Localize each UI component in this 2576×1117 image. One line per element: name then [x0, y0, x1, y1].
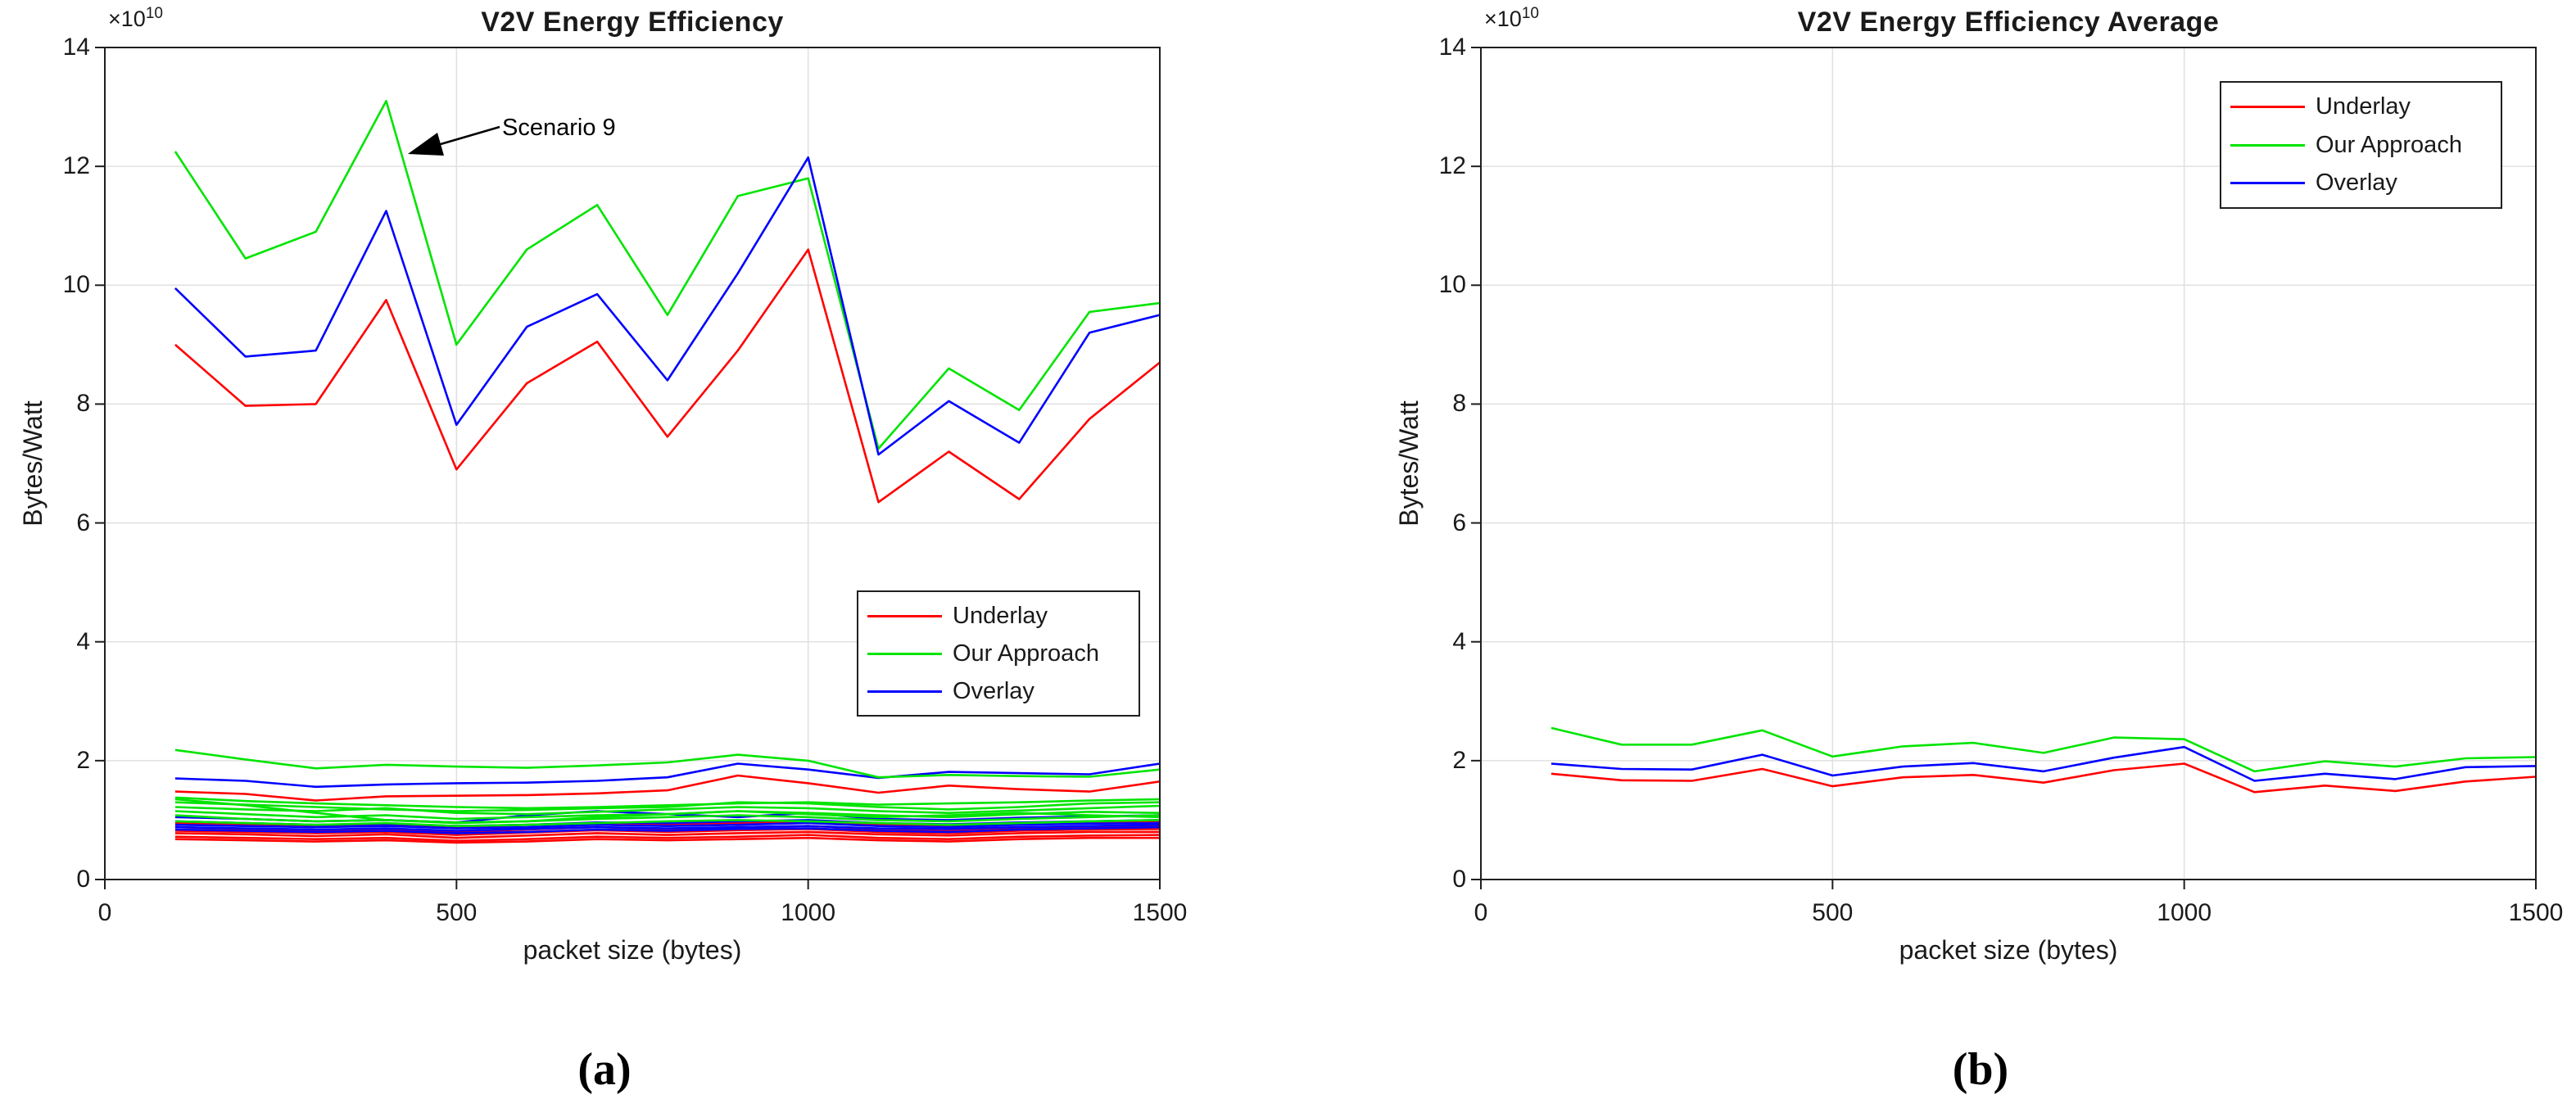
series-line [1551, 726, 2537, 773]
y-tick-label: 8 [76, 390, 90, 418]
our-approach-line-swatch [867, 652, 942, 655]
left-plot-area: Scenario 9 0 500 1000 1500 0 2 4 6 8 10 12 14 [63, 34, 1188, 926]
series-line [174, 819, 1161, 828]
scenario9-annotation-label: Scenario 9 [502, 115, 616, 141]
annotation-arrow-line [440, 125, 500, 146]
left-chart-title: V2V Energy Efficiency [481, 7, 784, 38]
y-tick-label: 2 [76, 746, 90, 774]
left-x-axis-label: packet size (bytes) [523, 935, 742, 965]
legend-row-our-approach: Our Approach [2221, 126, 2501, 164]
x-tick-label: 500 [436, 899, 478, 926]
series-line [1551, 745, 2537, 782]
series-line [174, 827, 1161, 836]
underlay-line-swatch [2230, 106, 2305, 108]
right-chart-title: V2V Energy Efficiency Average [1797, 7, 2220, 38]
series-line [174, 821, 1161, 830]
left-chart-canvas [95, 47, 1161, 889]
right-x-axis-label: packet size (bytes) [1899, 935, 2118, 965]
x-tick-label: 0 [97, 899, 112, 926]
series-line [174, 834, 1161, 843]
series-line [174, 156, 1161, 456]
y-tick-label: 12 [1438, 152, 1466, 180]
y-tick-label: 0 [1452, 866, 1466, 893]
caption-a: (a) [577, 1044, 632, 1095]
right-y-multiplier: ×1010 [1484, 5, 1539, 31]
series-line [174, 823, 1161, 832]
series-line [174, 796, 1161, 810]
left-legend: Underlay Our Approach Overlay [857, 590, 1140, 717]
legend-label-our-approach: Our Approach [2316, 131, 2462, 158]
underlay-line-swatch [867, 614, 942, 617]
x-tick-label: 1000 [2157, 899, 2212, 926]
y-tick-label: 4 [76, 627, 90, 655]
series-line [174, 774, 1161, 802]
y-tick-label: 6 [76, 509, 90, 536]
legend-row-our-approach: Our Approach [858, 635, 1139, 672]
y-tick-label: 0 [76, 866, 90, 893]
series-line [1551, 762, 2537, 794]
y-tick-label: 8 [1452, 390, 1466, 418]
legend-label-our-approach: Our Approach [953, 640, 1099, 667]
series-line [174, 804, 1161, 816]
left-y-multiplier: ×1010 [108, 5, 163, 31]
legend-row-underlay: Underlay [858, 597, 1139, 635]
x-tick-label: 0 [1474, 899, 1488, 926]
our-approach-line-swatch [2230, 143, 2305, 147]
right-plot-area: 0 500 1000 1500 0 2 4 6 8 10 12 14 [1439, 34, 2564, 926]
x-tick-label: 1500 [2508, 899, 2564, 926]
y-tick-label: 14 [62, 34, 90, 61]
overlay-line-swatch [2230, 182, 2305, 184]
right-legend: Underlay Our Approach Overlay [2220, 81, 2502, 209]
series-line [174, 100, 1161, 450]
legend-row-overlay: Overlay [858, 672, 1139, 710]
x-tick-label: 1500 [1132, 899, 1188, 926]
y-tick-label: 6 [1452, 509, 1466, 536]
y-tick-label: 14 [1438, 34, 1466, 61]
axes-box [104, 47, 1161, 880]
right-chart-canvas [1471, 47, 2537, 889]
legend-label-overlay: Overlay [953, 677, 1034, 704]
y-tick-label: 10 [1438, 271, 1466, 299]
y-tick-label: 4 [1452, 627, 1466, 655]
overlay-line-swatch [867, 690, 942, 693]
series-line [174, 748, 1161, 779]
series-line [174, 814, 1161, 824]
right-y-axis-label: Bytes/Watt [1394, 400, 1424, 527]
series-line [174, 798, 1161, 825]
x-tick-label: 500 [1812, 899, 1854, 926]
axes-box [1480, 47, 2537, 880]
legend-label-underlay: Underlay [2316, 93, 2411, 120]
caption-b: (b) [1952, 1044, 2009, 1095]
legend-label-underlay: Underlay [953, 602, 1048, 629]
left-y-axis-label: Bytes/Watt [18, 400, 48, 527]
y-tick-label: 12 [62, 152, 90, 180]
legend-row-overlay: Overlay [2221, 165, 2501, 202]
legend-row-underlay: Underlay [2221, 88, 2501, 126]
legend-label-overlay: Overlay [2316, 170, 2397, 196]
series-line [174, 825, 1161, 834]
x-tick-label: 1000 [781, 899, 836, 926]
y-tick-label: 2 [1452, 746, 1466, 774]
series-line [174, 830, 1160, 839]
annotation-arrowhead-icon [408, 133, 444, 156]
series-line [174, 801, 1161, 812]
series-line [174, 836, 1160, 844]
y-tick-label: 10 [62, 271, 90, 299]
series-line [174, 248, 1161, 504]
series-line [174, 762, 1161, 789]
